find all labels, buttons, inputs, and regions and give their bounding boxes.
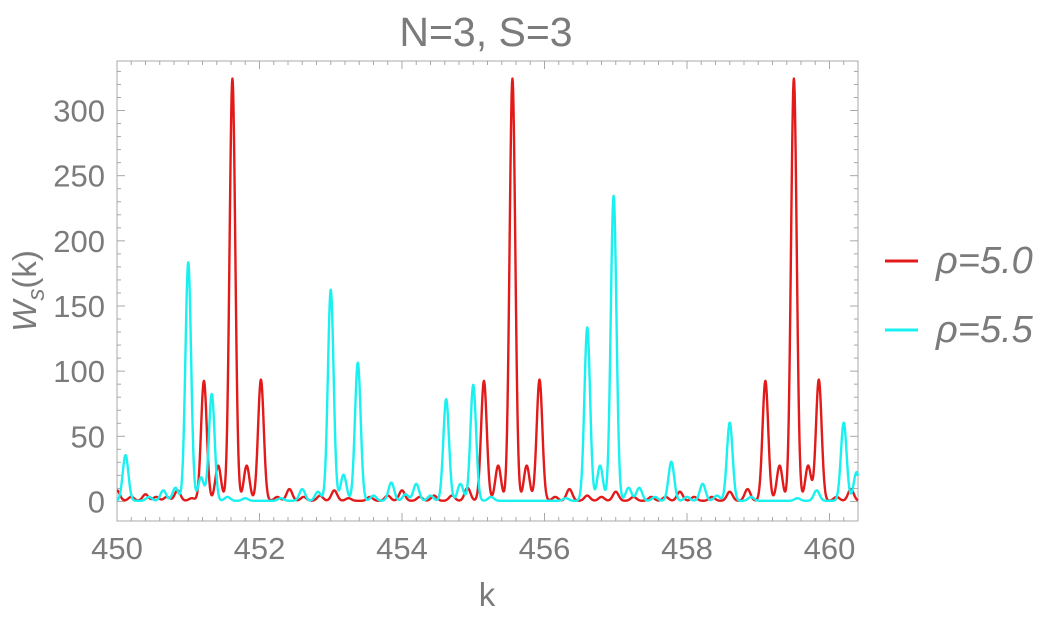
y-tick-label: 200 bbox=[53, 224, 105, 259]
y-axis: 0 50 100 150 200 250 300 bbox=[53, 70, 858, 519]
x-tick-label: 460 bbox=[804, 531, 856, 566]
x-tick-label: 456 bbox=[519, 531, 571, 566]
y-tick-label: 300 bbox=[53, 94, 105, 129]
x-tick-label: 450 bbox=[91, 531, 143, 566]
series-line-2 bbox=[116, 194, 860, 502]
y-tick-label: 250 bbox=[53, 159, 105, 194]
y-axis-title: Ws(k) bbox=[6, 250, 50, 332]
svg-text:Ws(k): Ws(k) bbox=[6, 250, 50, 332]
series-lines bbox=[116, 77, 860, 502]
x-axis-title: k bbox=[479, 576, 496, 613]
legend-label: ρ=5.0 bbox=[935, 240, 1033, 282]
y-axis-title-tail: (k) bbox=[6, 250, 43, 288]
y-tick-label: 50 bbox=[71, 419, 105, 454]
chart-legend: ρ=5.0 ρ=5.5 bbox=[885, 240, 1034, 351]
series-line-1 bbox=[116, 77, 859, 502]
y-tick-label: 0 bbox=[88, 484, 105, 519]
x-axis: 450 452 454 456 458 460 bbox=[91, 61, 859, 566]
x-tick-label: 454 bbox=[376, 531, 428, 566]
x-tick-label: 452 bbox=[234, 531, 286, 566]
chart-title: N=3, S=3 bbox=[399, 9, 572, 55]
legend-label: ρ=5.5 bbox=[935, 309, 1034, 351]
x-tick-label: 458 bbox=[661, 531, 713, 566]
y-tick-label: 150 bbox=[53, 289, 105, 324]
y-axis-title-main: W bbox=[6, 298, 43, 332]
y-tick-label: 100 bbox=[53, 354, 105, 389]
y-axis-title-subscript: s bbox=[23, 289, 50, 301]
